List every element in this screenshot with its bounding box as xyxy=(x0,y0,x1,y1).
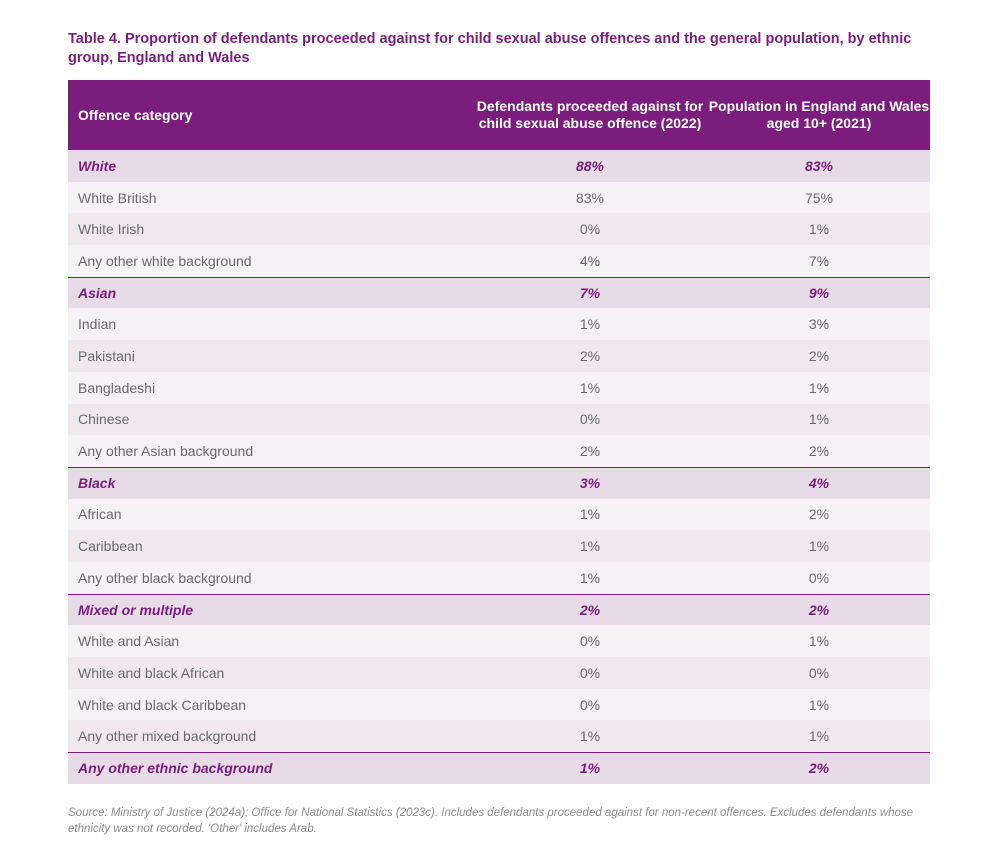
table-row: Bangladeshi 1% 1% xyxy=(68,371,930,404)
row-defendants-value: 0% xyxy=(579,411,601,428)
table-group-row: Black 3% 4% xyxy=(68,466,930,499)
row-defendants-value: 2% xyxy=(579,443,601,460)
row-population-value: 0% xyxy=(808,664,830,681)
table-group-row: White 88% 83% xyxy=(68,150,930,182)
row-defendants-value: 1% xyxy=(579,379,601,396)
row-defendants-value: 2% xyxy=(579,347,601,364)
table-group-row: Mixed or multiple 2% 2% xyxy=(68,593,930,626)
row-population-value: 1% xyxy=(808,633,830,650)
row-population-value: 2% xyxy=(808,347,830,364)
row-defendants-value: 4% xyxy=(579,252,601,269)
table-row: White and black Caribbean 0% 1% xyxy=(68,688,930,721)
row-label: Black xyxy=(78,475,116,492)
row-population-value: 1% xyxy=(808,538,830,555)
row-defendants-value: 2% xyxy=(579,601,601,618)
row-defendants-value: 7% xyxy=(579,285,601,302)
row-defendants-value: 1% xyxy=(579,569,601,586)
table-row: White British 83% 75% xyxy=(68,181,930,214)
row-population-value: 2% xyxy=(808,443,830,460)
table-row: Pakistani 2% 2% xyxy=(68,340,930,372)
table-title: Table 4. Proportion of defendants procee… xyxy=(68,31,912,66)
row-defendants-value: 83% xyxy=(575,189,605,206)
source-note: Source: Ministry of Justice (2024a); Off… xyxy=(68,807,914,835)
header-defendants: Defendants proceeded against for child s… xyxy=(476,98,704,131)
data-table: Offence category Defendants proceeded ag… xyxy=(68,80,930,784)
row-defendants-value: 1% xyxy=(579,538,601,555)
row-population-value: 75% xyxy=(804,189,834,206)
row-label: Any other ethnic background xyxy=(78,760,273,777)
row-defendants-value: 3% xyxy=(579,475,601,492)
row-defendants-value: 1% xyxy=(579,316,601,333)
row-population-value: 2% xyxy=(808,506,830,523)
table-row: Any other Asian background 2% 2% xyxy=(68,435,930,467)
row-label: White xyxy=(78,157,117,174)
table-row: Any other black background 1% 0% xyxy=(68,561,930,594)
row-defendants-value: 1% xyxy=(579,728,601,745)
table-row: White and black African 0% 0% xyxy=(68,657,930,689)
row-label: Pakistani xyxy=(78,347,135,364)
row-label: Mixed or multiple xyxy=(78,601,194,618)
row-population-value: 83% xyxy=(804,157,834,174)
row-label: Any other mixed background xyxy=(78,728,257,745)
row-label: White and black Caribbean xyxy=(78,696,247,713)
table-row: Any other mixed background 1% 1% xyxy=(68,720,930,753)
row-label: Bangladeshi xyxy=(78,379,156,396)
row-population-value: 7% xyxy=(808,252,830,269)
row-defendants-value: 0% xyxy=(579,633,601,650)
table-row: African 1% 2% xyxy=(68,498,930,531)
table-group-row: Asian 7% 9% xyxy=(68,276,930,309)
table-row: White Irish 0% 1% xyxy=(68,213,930,246)
row-label: Any other white background xyxy=(78,252,252,269)
row-defendants-value: 0% xyxy=(579,664,601,681)
row-population-value: 1% xyxy=(808,221,830,238)
row-label: Caribbean xyxy=(78,538,143,555)
row-population-value: 4% xyxy=(808,475,830,492)
header-offence-category: Offence category xyxy=(78,107,193,123)
row-label: White and black African xyxy=(78,664,225,681)
row-population-value: 1% xyxy=(808,411,830,428)
row-population-value: 1% xyxy=(808,696,830,713)
row-label: Indian xyxy=(78,316,117,333)
row-population-value: 1% xyxy=(808,379,830,396)
row-label: White Irish xyxy=(78,221,145,238)
row-population-value: 0% xyxy=(808,569,830,586)
table-row: Chinese 0% 1% xyxy=(68,403,930,436)
row-population-value: 2% xyxy=(808,601,830,618)
table-row: Caribbean 1% 1% xyxy=(68,530,930,562)
row-defendants-value: 1% xyxy=(579,506,601,523)
row-label: Any other Asian background xyxy=(78,443,254,460)
row-population-value: 9% xyxy=(808,285,830,302)
row-defendants-value: 1% xyxy=(579,760,601,777)
row-population-value: 1% xyxy=(808,728,830,745)
row-defendants-value: 0% xyxy=(579,696,601,713)
row-population-value: 2% xyxy=(808,760,830,777)
row-label: Any other black background xyxy=(78,569,252,586)
row-label: Asian xyxy=(78,285,117,302)
table-group-row: Any other ethnic background 1% 2% xyxy=(68,752,930,784)
row-label: White British xyxy=(78,189,157,206)
row-defendants-value: 88% xyxy=(575,157,605,174)
row-population-value: 3% xyxy=(808,316,830,333)
table-row: Indian 1% 3% xyxy=(68,308,930,341)
table-row: White and Asian 0% 1% xyxy=(68,625,930,657)
header-population: Population in England and Wales aged 10+… xyxy=(708,98,930,131)
table-body: White 88% 83% White British 83% 75% White Iris… xyxy=(68,150,930,784)
row-label: Chinese xyxy=(78,411,130,428)
table-header: Offence category Defendants proceeded ag… xyxy=(68,80,930,150)
table-row: Any other white background 4% 7% xyxy=(68,245,930,277)
row-label: White and Asian xyxy=(78,633,180,650)
row-label: African xyxy=(78,506,122,523)
row-defendants-value: 0% xyxy=(579,221,601,238)
